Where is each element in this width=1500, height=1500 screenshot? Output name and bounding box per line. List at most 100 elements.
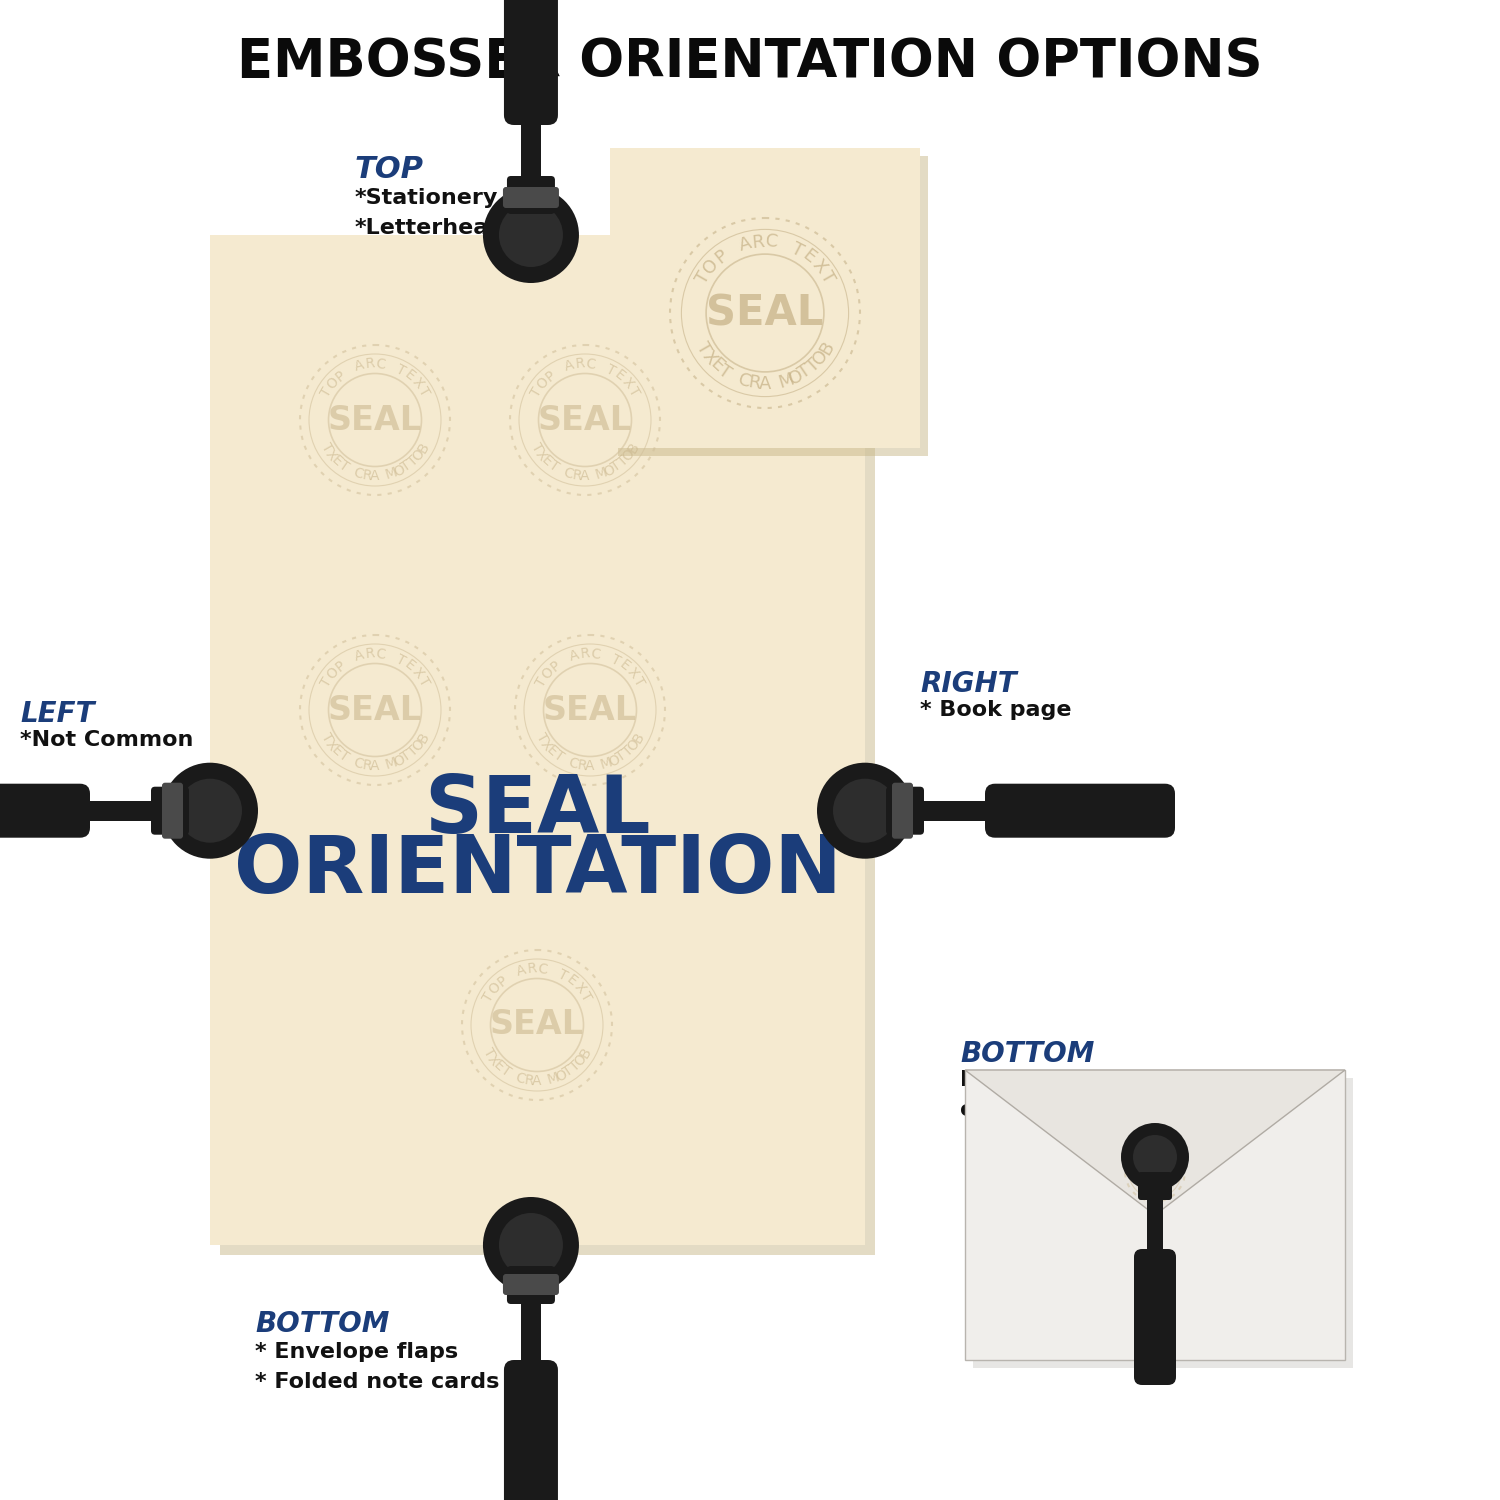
Text: O: O [626, 736, 644, 753]
Text: E: E [402, 368, 417, 384]
Text: E: E [402, 657, 417, 674]
FancyBboxPatch shape [152, 786, 189, 834]
Text: T: T [567, 1058, 584, 1074]
Text: R: R [576, 758, 588, 774]
Text: RIGHT: RIGHT [920, 670, 1017, 698]
Text: T: T [614, 748, 628, 765]
Text: LEFT: LEFT [20, 700, 94, 727]
Text: T: T [621, 742, 636, 759]
Text: T: T [1162, 1149, 1168, 1155]
Text: O: O [410, 447, 428, 464]
Circle shape [483, 1197, 579, 1293]
Text: A: A [1146, 1148, 1150, 1154]
Text: R: R [752, 232, 765, 252]
Text: A: A [370, 470, 380, 483]
Text: T: T [498, 1064, 513, 1080]
FancyBboxPatch shape [1134, 1250, 1176, 1384]
Text: X: X [1134, 1182, 1140, 1188]
Text: SEAL: SEAL [706, 292, 824, 334]
FancyBboxPatch shape [503, 1274, 560, 1294]
Text: R: R [1150, 1146, 1155, 1152]
Text: T: T [816, 268, 837, 286]
Text: M: M [384, 756, 399, 772]
Text: R: R [362, 758, 372, 774]
Text: T: T [1166, 1186, 1170, 1192]
Text: T: T [609, 652, 622, 668]
Text: C: C [375, 357, 386, 372]
Text: M: M [1158, 1190, 1164, 1196]
Text: R: R [1149, 1191, 1154, 1197]
Text: EMBOSSER ORIENTATION OPTIONS: EMBOSSER ORIENTATION OPTIONS [237, 36, 1263, 88]
Circle shape [1120, 1124, 1190, 1191]
Text: T: T [609, 459, 624, 474]
FancyBboxPatch shape [220, 244, 874, 1256]
Text: M: M [594, 465, 609, 482]
Text: E: E [544, 742, 560, 759]
Circle shape [162, 762, 258, 858]
Text: E: E [564, 972, 579, 988]
Text: T: T [615, 453, 632, 470]
Text: E: E [612, 368, 627, 384]
Text: B: B [578, 1046, 594, 1060]
Ellipse shape [1149, 796, 1172, 825]
Text: SEAL: SEAL [424, 771, 651, 849]
Text: P: P [711, 246, 730, 267]
Text: X: X [322, 736, 339, 753]
Text: P: P [333, 657, 348, 674]
Circle shape [178, 778, 242, 843]
Text: T: T [394, 652, 408, 668]
Text: * Book page: * Book page [920, 700, 1071, 720]
Text: B: B [816, 339, 837, 358]
Text: SEAL: SEAL [543, 693, 638, 726]
FancyBboxPatch shape [507, 1266, 555, 1304]
Text: BOTTOM: BOTTOM [255, 1310, 390, 1338]
Text: R: R [364, 357, 375, 372]
Text: A: A [1154, 1191, 1156, 1197]
Text: B: B [626, 441, 642, 456]
FancyBboxPatch shape [886, 786, 924, 834]
Text: C: C [561, 465, 574, 482]
FancyBboxPatch shape [974, 1078, 1353, 1368]
Text: T: T [693, 268, 714, 286]
Text: A: A [759, 375, 771, 393]
Text: O: O [324, 664, 342, 682]
Text: C: C [351, 465, 364, 482]
Text: Perfect for envelope flaps: Perfect for envelope flaps [960, 1070, 1286, 1090]
Text: T: T [578, 990, 594, 1004]
Text: T: T [336, 459, 351, 474]
Text: R: R [747, 374, 762, 393]
FancyBboxPatch shape [610, 148, 920, 448]
Text: E: E [490, 1058, 507, 1074]
Text: X: X [624, 664, 640, 681]
Text: P: P [1138, 1150, 1144, 1156]
Text: O: O [538, 664, 556, 682]
Text: *Not Common: *Not Common [20, 730, 194, 750]
Text: T: T [789, 238, 807, 260]
FancyBboxPatch shape [507, 176, 555, 214]
Text: T: T [416, 675, 432, 688]
Text: T: T [693, 339, 714, 358]
Text: O: O [392, 462, 408, 480]
Text: O: O [1134, 1154, 1142, 1160]
Text: A: A [532, 1074, 542, 1089]
Circle shape [483, 188, 579, 284]
Text: E: E [538, 453, 555, 470]
Text: E: E [1137, 1185, 1143, 1191]
Text: A: A [585, 759, 594, 774]
Text: X: X [410, 375, 426, 392]
FancyBboxPatch shape [618, 156, 928, 456]
Text: T: T [1140, 1186, 1144, 1192]
Text: T: T [318, 384, 334, 399]
Circle shape [1132, 1136, 1178, 1179]
Text: T: T [804, 356, 824, 375]
Text: C: C [735, 370, 753, 392]
Text: C: C [765, 232, 778, 252]
FancyBboxPatch shape [162, 783, 183, 838]
Text: X: X [410, 664, 426, 681]
Polygon shape [964, 1070, 1346, 1215]
FancyBboxPatch shape [892, 783, 914, 838]
Text: *Stationery: *Stationery [356, 188, 498, 209]
FancyBboxPatch shape [920, 801, 1001, 820]
Text: SEAL: SEAL [490, 1008, 584, 1041]
Text: E: E [328, 742, 345, 759]
